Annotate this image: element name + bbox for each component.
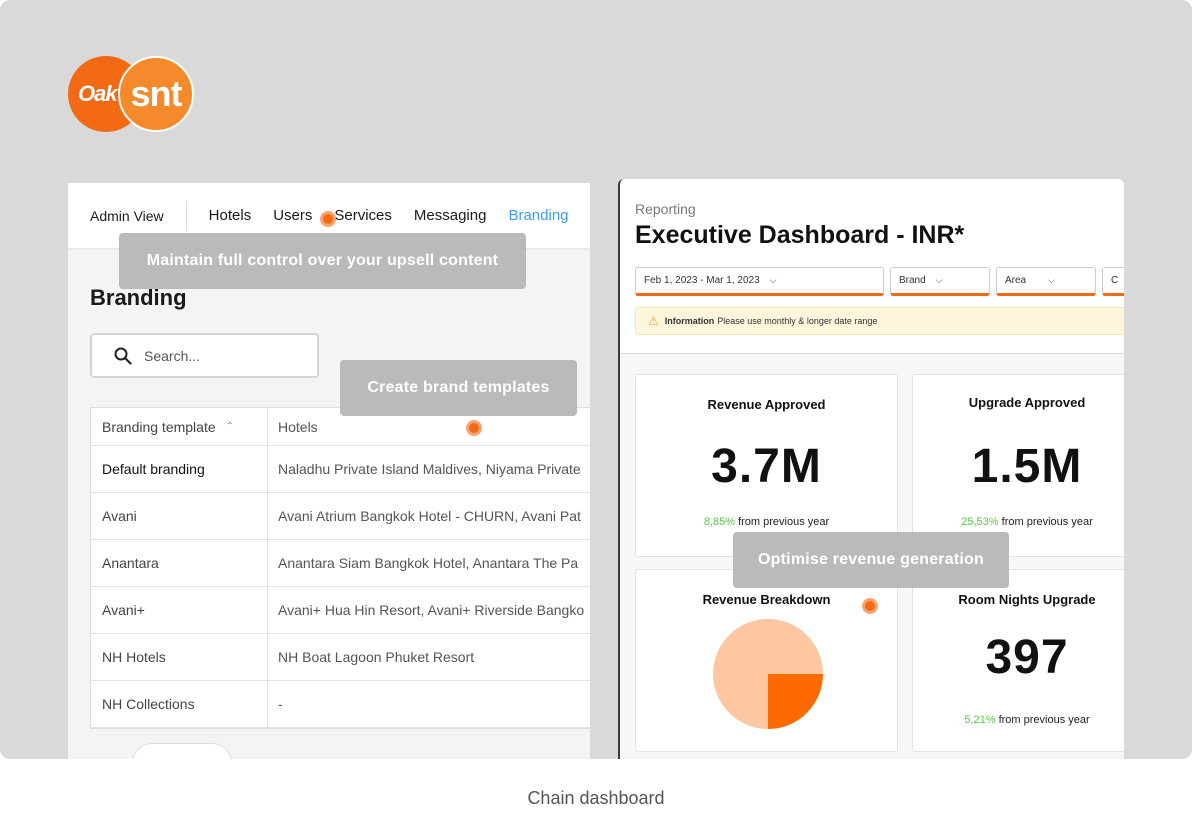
area-filter-label: Area — [1005, 275, 1027, 286]
change-suffix: from previous year — [738, 516, 830, 528]
change-percent: 5,21% — [964, 714, 996, 726]
hotels-cell: Naladhu Private Island Maldives, Niyama … — [278, 461, 581, 477]
column-header-hotels[interactable]: Hotels — [278, 418, 318, 435]
revenue-breakdown-card[interactable]: Revenue Breakdown — [635, 569, 898, 752]
hotels-cell: NH Boat Lagoon Phuket Resort — [278, 649, 475, 665]
card-change: 8,85% from previous year — [636, 516, 897, 528]
logo-snt-circle: snt — [118, 56, 194, 132]
branding-template-cell: NH Hotels — [91, 634, 268, 680]
filter-bar: Feb 1, 2023 - Mar 1, 2023 ⌵ Brand ⌵ Area… — [635, 267, 1124, 296]
upgrade-approved-card[interactable]: Upgrade Approved 1.5M 25,53% from previo… — [912, 374, 1124, 557]
table-row[interactable]: NH Hotels NH Boat Lagoon Phuket Resort — [91, 634, 590, 681]
nav-messaging[interactable]: Messaging — [413, 207, 487, 224]
information-banner: ⚠ Information Please use monthly & longe… — [635, 307, 1124, 335]
revenue-breakdown-pie-chart — [713, 619, 823, 729]
hotels-cell: Avani+ Hua Hin Resort, Avani+ Riverside … — [278, 602, 585, 618]
card-change: 5,21% from previous year — [913, 714, 1124, 726]
change-percent: 25,53% — [961, 516, 999, 528]
table-row[interactable]: NH Collections - — [91, 681, 590, 728]
card-title: Revenue Approved — [707, 397, 826, 412]
chevron-down-icon: ⌵ — [1048, 275, 1055, 285]
area-filter[interactable]: Area ⌵ — [996, 267, 1096, 296]
search-icon — [114, 347, 132, 365]
page-title: Branding — [90, 285, 187, 310]
branding-table: Branding template ⌃ Hotels Default brand… — [90, 407, 590, 729]
revenue-approved-card[interactable]: Revenue Approved 3.7M 8,85% from previou… — [635, 374, 898, 557]
dashboard-title: Executive Dashboard - INR* — [635, 221, 965, 249]
table-row[interactable]: Anantara Anantara Siam Bangkok Hotel, An… — [91, 540, 590, 587]
nav-branding[interactable]: Branding — [508, 207, 569, 224]
nav-hotels[interactable]: Hotels — [208, 207, 252, 224]
card-title: Room Nights Upgrade — [958, 592, 1096, 607]
hotspot-dot[interactable] — [320, 211, 336, 227]
extra-filter-label: C — [1111, 275, 1119, 286]
tooltip-brand-templates: Create brand templates — [340, 360, 577, 416]
divider — [620, 353, 1124, 354]
change-suffix: from previous year — [1001, 516, 1093, 528]
change-percent: 8,85% — [703, 516, 736, 528]
change-suffix: from previous year — [998, 714, 1090, 726]
nav-services[interactable]: Services — [334, 207, 392, 224]
chevron-down-icon: ⌵ — [769, 275, 777, 285]
branding-template-cell: Avani+ — [91, 587, 268, 633]
branding-template-cell: Avani — [91, 493, 268, 539]
card-title: Revenue Breakdown — [702, 592, 831, 607]
caption: Chain dashboard — [527, 788, 665, 808]
nav-users[interactable]: Users — [273, 207, 313, 224]
card-value: 1.5M — [971, 440, 1083, 493]
hotspot-dot[interactable] — [466, 420, 482, 436]
showcase-stage: Oak snt Admin View Hotels Users Services… — [0, 0, 1192, 759]
admin-view-label[interactable]: Admin View — [90, 200, 187, 231]
tooltip-revenue-generation: Optimise revenue generation — [733, 532, 1009, 588]
hotels-cell: Anantara Siam Bangkok Hotel, Anantara Th… — [278, 555, 579, 571]
executive-dashboard-panel: Reporting Executive Dashboard - INR* Feb… — [618, 179, 1124, 759]
search-input[interactable]: Search... — [90, 333, 319, 378]
pagination-button[interactable] — [132, 743, 232, 759]
date-range-value: Feb 1, 2023 - Mar 1, 2023 — [644, 275, 760, 286]
hotels-cell: Avani Atrium Bangkok Hotel - CHURN, Avan… — [278, 508, 581, 524]
branding-template-cell: NH Collections — [91, 681, 268, 727]
info-text: Please use monthly & longer date range — [717, 316, 878, 326]
column-header-branding-template[interactable]: Branding template ⌃ — [91, 408, 268, 445]
breadcrumb[interactable]: Reporting — [635, 201, 696, 217]
table-row[interactable]: Avani Avani Atrium Bangkok Hotel - CHURN… — [91, 493, 590, 540]
extra-filter[interactable]: C — [1102, 267, 1124, 296]
card-value: 3.7M — [711, 440, 822, 493]
column-header-label: Branding template — [102, 418, 216, 435]
branding-template-cell: Default branding — [91, 446, 268, 492]
room-nights-upgrade-card[interactable]: Room Nights Upgrade 397 5,21% from previ… — [912, 569, 1124, 752]
table-row[interactable]: Default branding Naladhu Private Island … — [91, 446, 590, 493]
info-label: Information — [664, 316, 715, 326]
branding-template-cell: Anantara — [91, 540, 268, 586]
table-row[interactable]: Avani+ Avani+ Hua Hin Resort, Avani+ Riv… — [91, 587, 590, 634]
warning-icon: ⚠ — [648, 314, 659, 328]
chevron-down-icon: ⌵ — [935, 275, 943, 285]
card-value: 397 — [985, 631, 1069, 684]
brand-filter[interactable]: Brand ⌵ — [890, 267, 990, 296]
card-change: 25,53% from previous year — [913, 516, 1124, 528]
card-title: Upgrade Approved — [968, 395, 1086, 410]
tooltip-upsell-control: Maintain full control over your upsell c… — [119, 233, 526, 289]
date-range-filter[interactable]: Feb 1, 2023 - Mar 1, 2023 ⌵ — [635, 267, 884, 296]
pie-slice[interactable] — [768, 674, 823, 729]
hotels-cell: - — [278, 696, 283, 712]
oaksnt-logo: Oak snt — [68, 56, 198, 132]
sort-ascending-icon[interactable]: ⌃ — [225, 421, 235, 432]
brand-filter-label: Brand — [899, 275, 926, 286]
search-placeholder: Search... — [144, 347, 201, 364]
table-header-row: Branding template ⌃ Hotels — [91, 408, 590, 446]
hotspot-dot[interactable] — [862, 598, 878, 614]
